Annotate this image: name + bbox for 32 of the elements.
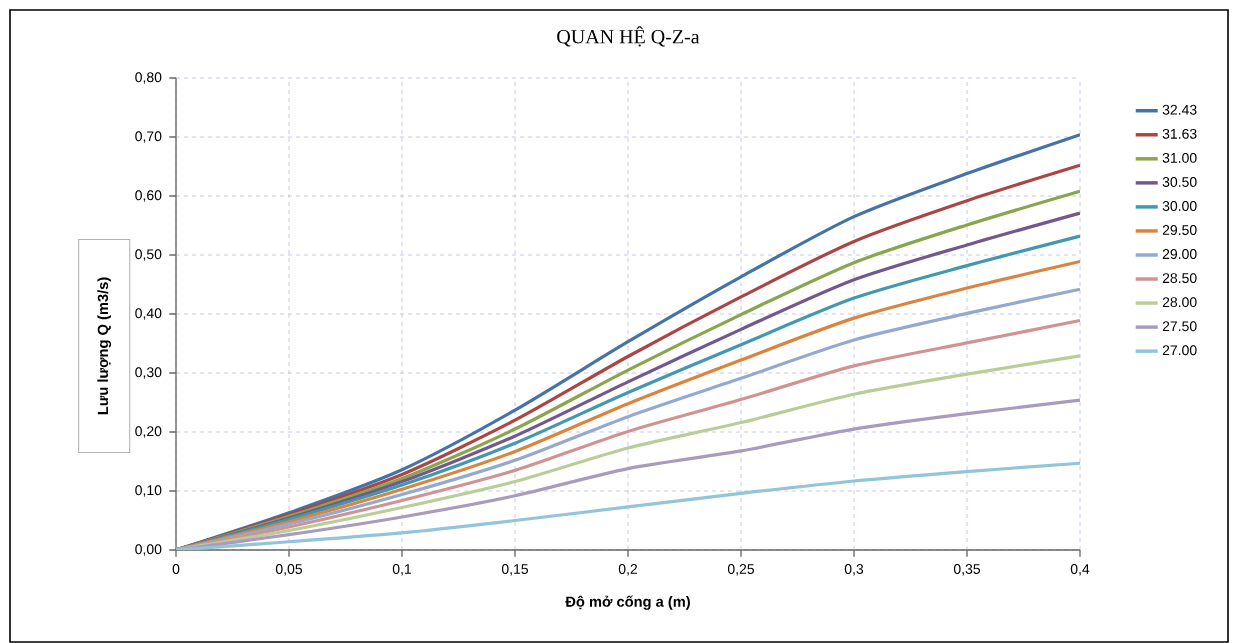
y-tick-label: 0,70 — [135, 131, 162, 143]
y-tick-label: 0,30 — [135, 367, 162, 379]
x-tick-label: 0,05 — [275, 564, 303, 576]
legend-label: 30.50 — [1162, 176, 1197, 187]
legend-label: 29.00 — [1162, 249, 1197, 260]
x-tick-label: 0,15 — [501, 564, 529, 576]
x-tick-label: 0,3 — [844, 564, 864, 576]
y-tick-label: 0,20 — [135, 426, 162, 438]
chart-title: QUAN HỆ Q-Z-a — [557, 26, 700, 47]
x-tick-label: 0,25 — [727, 564, 755, 576]
y-tick-label: 0,80 — [135, 72, 162, 84]
y-tick-label: 0,10 — [135, 485, 162, 497]
legend-label: 31.63 — [1162, 128, 1197, 139]
legend-label: 32.43 — [1162, 104, 1197, 115]
legend-label: 28.50 — [1162, 273, 1197, 284]
legend-label: 27.00 — [1162, 345, 1197, 356]
y-tick-label: 0,50 — [135, 249, 162, 261]
legend-label: 30.00 — [1162, 201, 1197, 211]
y-tick-label: 0,60 — [135, 190, 162, 202]
x-axis-title: Độ mở cống a (m) — [565, 595, 690, 610]
x-tick-label: 0,2 — [618, 564, 638, 576]
legend-label: 31.00 — [1162, 152, 1197, 163]
y-tick-label: 0,00 — [135, 544, 162, 556]
x-tick-label: 0 — [172, 564, 180, 574]
x-tick-label: 0,1 — [392, 564, 412, 576]
legend-label: 29.50 — [1162, 225, 1197, 235]
y-tick-label: 0,40 — [135, 308, 162, 320]
y-axis-title: Lưu lượng Q (m3/s) — [97, 277, 112, 415]
legend-label: 27.50 — [1162, 321, 1197, 332]
legend-label: 28.00 — [1162, 297, 1197, 308]
x-tick-label: 0,4 — [1070, 564, 1090, 576]
x-tick-label: 0,35 — [953, 564, 981, 576]
